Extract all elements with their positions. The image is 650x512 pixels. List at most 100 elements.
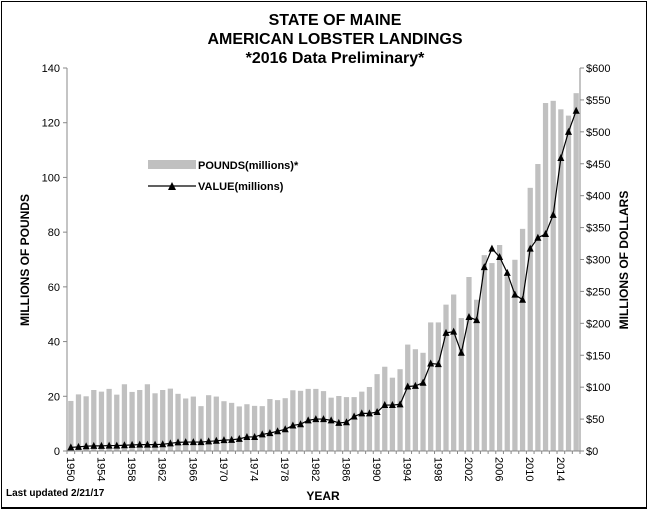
y2-axis-label: MILLIONS OF DOLLARS — [617, 191, 631, 330]
bar-2013 — [550, 100, 556, 451]
legend-label-value: VALUE(millions) — [198, 181, 284, 193]
x-tick-label: 1966 — [186, 457, 198, 481]
bar-1953 — [91, 389, 97, 451]
y2-tick-label: $150 — [586, 350, 610, 362]
chart-title-line-2: AMERICAN LOBSTER LANDINGS — [207, 31, 462, 48]
value-marker-2003 — [473, 316, 481, 324]
value-marker-2008 — [511, 290, 519, 298]
value-marker-2001 — [457, 348, 465, 356]
bar-1955 — [106, 388, 112, 451]
bar-2007 — [504, 276, 510, 451]
legend: POUNDS(millions)* VALUE(millions) — [148, 160, 299, 193]
value-marker-1985 — [335, 418, 343, 426]
y2-tick-label: $0 — [586, 446, 598, 458]
x-tick-label: 1954 — [94, 457, 106, 481]
x-tick-label: 1982 — [309, 457, 321, 481]
bar-1956 — [114, 394, 120, 451]
value-marker-2004 — [480, 263, 488, 271]
value-marker-1967 — [197, 438, 205, 446]
bar-1962 — [160, 389, 166, 451]
value-marker-1961 — [151, 440, 159, 448]
bar-1992 — [389, 377, 396, 451]
bar-2014 — [558, 109, 564, 451]
value-marker-2005 — [488, 244, 496, 252]
y2-tick-label: $50 — [586, 414, 604, 426]
value-marker-2012 — [542, 229, 550, 237]
bar-1954 — [98, 391, 105, 451]
bar-1984 — [328, 397, 334, 451]
bar-1975 — [259, 406, 265, 451]
bar-2011 — [535, 164, 541, 452]
value-marker-1968 — [205, 437, 213, 445]
y2-tick-label: $100 — [586, 382, 610, 394]
value-marker-1954 — [97, 441, 105, 449]
x-tick-label: 1962 — [156, 457, 168, 481]
x-tick-label: 1958 — [125, 457, 137, 481]
value-marker-1975 — [258, 430, 266, 438]
value-marker-1955 — [105, 441, 113, 449]
value-marker-1998 — [434, 360, 442, 368]
value-marker-2016 — [572, 106, 580, 114]
value-marker-1996 — [419, 378, 427, 386]
value-marker-1990 — [373, 408, 381, 416]
value-marker-1953 — [90, 441, 98, 449]
value-marker-1965 — [182, 438, 190, 446]
x-tick-label: 1978 — [278, 457, 290, 481]
y2-tick-label: $550 — [586, 95, 610, 107]
value-marker-1958 — [128, 440, 136, 448]
value-marker-2000 — [450, 327, 458, 335]
bar-2001 — [458, 318, 464, 451]
value-marker-1973 — [243, 432, 251, 440]
bar-1959 — [137, 389, 143, 451]
value-marker-2014 — [557, 154, 565, 162]
bar-1996 — [420, 352, 426, 451]
value-marker-2013 — [549, 210, 557, 218]
value-marker-1966 — [189, 438, 197, 446]
bar-2012 — [542, 103, 549, 451]
bar-1950 — [68, 400, 74, 451]
value-marker-1993 — [396, 400, 404, 408]
value-marker-2011 — [534, 233, 542, 241]
value-marker-1952 — [82, 442, 90, 450]
y2-tick-label: $600 — [586, 63, 610, 75]
value-marker-1987 — [350, 412, 358, 420]
bar-1979 — [290, 390, 296, 451]
value-marker-1992 — [388, 401, 396, 409]
value-marker-2007 — [503, 268, 511, 276]
y-tick-label: 100 — [42, 172, 60, 184]
value-marker-1972 — [235, 434, 243, 442]
y2-tick-label: $300 — [586, 255, 610, 267]
bar-2006 — [496, 245, 503, 451]
value-marker-1986 — [342, 418, 350, 426]
y-tick-label: 60 — [48, 282, 60, 294]
bar-1960 — [144, 384, 151, 451]
value-marker-1963 — [166, 439, 174, 447]
bar-1997 — [428, 322, 434, 451]
value-marker-1970 — [220, 436, 228, 444]
bar-1976 — [267, 399, 273, 451]
bar-1972 — [236, 406, 242, 451]
x-tick-label: 1998 — [431, 457, 443, 481]
y-tick-label: 120 — [42, 118, 60, 130]
value-marker-1974 — [251, 432, 259, 440]
x-tick-label: 1970 — [217, 457, 229, 481]
value-marker-2002 — [465, 312, 473, 320]
value-marker-1989 — [365, 409, 373, 417]
legend-label-pounds: POUNDS(millions)* — [198, 160, 299, 172]
bar-1999 — [443, 304, 449, 451]
y2-tick-label: $400 — [586, 191, 610, 203]
bar-2000 — [451, 294, 457, 451]
value-marker-2006 — [496, 252, 504, 260]
value-marker-1979 — [289, 421, 297, 429]
value-marker-1976 — [266, 429, 274, 437]
value-marker-1991 — [381, 401, 389, 409]
bar-2015 — [565, 115, 572, 451]
bar-1965 — [183, 398, 189, 451]
value-marker-2009 — [519, 295, 527, 303]
bar-1963 — [167, 388, 173, 451]
y-axis-label: MILLIONS OF POUNDS — [18, 194, 32, 326]
bar-1989 — [366, 386, 373, 451]
y2-tick-label: $450 — [586, 159, 610, 171]
